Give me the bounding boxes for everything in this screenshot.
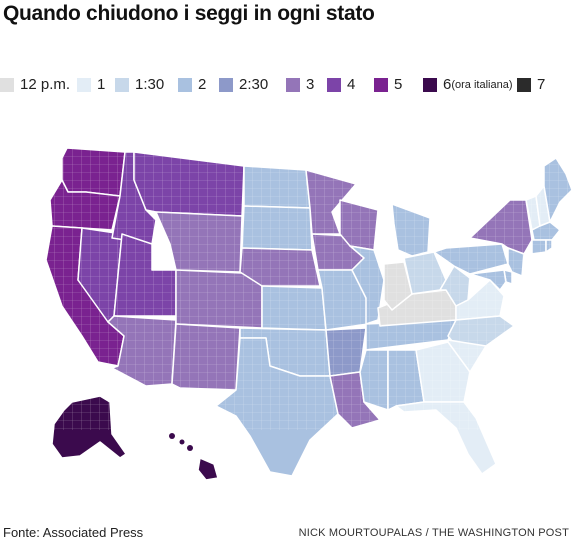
legend-item: 12 p.m. <box>0 76 70 93</box>
legend-item: 1:30 <box>115 76 164 93</box>
credit-note: NICK MOURTOUPALAS / THE WASHINGTON POST <box>298 527 569 539</box>
legend-swatch <box>0 77 14 92</box>
legend-label: 1:30 <box>135 76 165 93</box>
legend-sublabel: (ora italiana) <box>451 78 513 91</box>
legend-swatch <box>517 77 531 92</box>
legend-swatch <box>286 77 300 92</box>
legend-item: 4 <box>327 76 355 93</box>
legend-swatch <box>115 77 129 92</box>
legend-item: 7 <box>517 76 545 93</box>
page-title: Quando chiudono i seggi in ogni stato <box>3 2 375 25</box>
county-texture <box>40 140 572 430</box>
legend-swatch <box>219 77 233 92</box>
legend-label: 2:30 <box>239 76 269 93</box>
legend-swatch <box>178 77 192 92</box>
legend-label: 1 <box>97 76 106 93</box>
legend-swatch <box>374 77 388 92</box>
legend-item: 5 <box>374 76 402 93</box>
legend-swatch <box>327 77 341 92</box>
legend-swatch <box>77 77 91 92</box>
legend-label: 2 <box>198 76 207 93</box>
legend-label: 7 <box>537 76 546 93</box>
state-hawaii <box>197 457 219 481</box>
legend-item: 2:30 <box>219 76 268 93</box>
legend-swatch <box>423 77 437 92</box>
legend-item: 2 <box>178 76 206 93</box>
legend-label: 4 <box>347 76 356 93</box>
legend-label: 5 <box>394 76 403 93</box>
legend-label: 3 <box>306 76 315 93</box>
legend-label: 12 p.m. <box>20 76 71 93</box>
hawaii-small-islands <box>169 433 193 451</box>
legend-item: 1 <box>77 76 105 93</box>
legend-label: 6 <box>443 76 452 93</box>
state-hawaii-island <box>169 433 175 439</box>
state-hawaii-island <box>187 445 193 451</box>
legend-item: 6 (ora italiana) <box>423 76 512 93</box>
legend-item: 3 <box>286 76 314 93</box>
us-map <box>40 140 572 481</box>
legend: 12 p.m. 1 1:30 2 2:30 3 4 5 6 (ora italia… <box>0 76 572 96</box>
state-hawaii-island <box>179 439 185 445</box>
source-note: Fonte: Associated Press <box>3 525 144 540</box>
